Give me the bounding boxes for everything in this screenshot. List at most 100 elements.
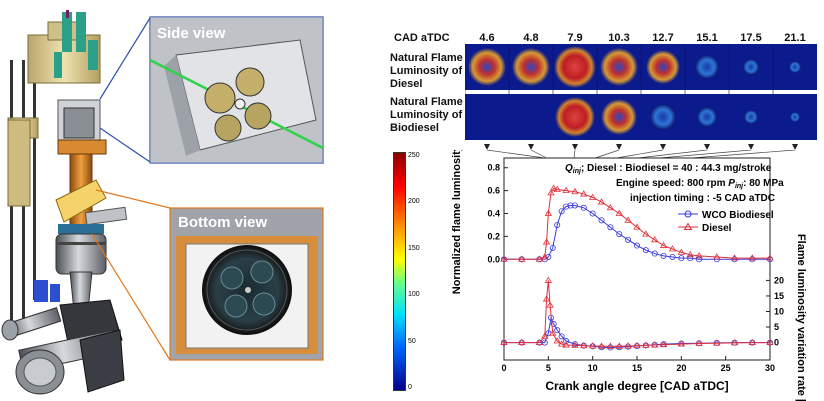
data-point-diesel [597,198,606,205]
frame-arrow [792,144,798,150]
bottom-view-panel [169,207,324,361]
x-tick-label: 5 [546,363,551,373]
frame-arrow [660,144,666,150]
data-point-diesel [557,340,566,347]
data-point-wco [558,208,565,215]
colorbar [393,152,406,391]
frame-arrow [528,144,534,150]
data-point-diesel [686,250,694,258]
cad-value-label: 4.6 [479,32,495,44]
legend: WCO Biodiesel Diesel [678,210,774,234]
leader-line [616,150,664,159]
y-tick-label: 0.0 [487,254,500,264]
data-point-diesel [615,209,623,216]
data-point-diesel [500,338,508,345]
cad-value-label: 15.1 [696,32,718,44]
data-point-diesel [606,342,615,349]
data-point-diesel [659,241,668,248]
leader-line [691,150,796,159]
data-point-diesel [668,245,677,252]
data-point-wco [660,252,667,259]
data-point-diesel [549,329,557,336]
data-point-wco [567,202,574,209]
data-point-diesel [571,187,579,195]
camshaft [1,307,62,341]
bottom-view-connector [91,233,171,361]
y-axis-label-left: Normalized flame luminosity [a.u.] [451,150,463,294]
data-point-wco [678,255,685,262]
data-point-diesel [748,338,756,345]
y-axis-label-right: Flame luminosity variation rate [%] [795,234,807,401]
data-point-wco [563,203,570,210]
row1-label-line: Natural Flame [390,52,463,64]
legend-wco-label: WCO Biodiesel [702,210,774,221]
leader-line [573,150,576,159]
data-point-diesel [633,223,641,230]
data-point-diesel [544,209,553,216]
data-point-diesel [651,236,659,243]
biodiesel-flame-frame [601,99,637,135]
data-point-diesel [659,340,668,348]
biodiesel-flame-frame [650,104,676,130]
diesel-flame-frame [646,50,680,84]
data-point-diesel [518,255,526,262]
data-point-diesel [695,339,703,346]
valve-springs [54,10,98,78]
data-point-diesel [571,341,579,348]
leader-line [659,150,752,159]
data-point-diesel [542,238,551,245]
y-tick-label: 0.4 [487,209,500,219]
legend-diesel-marker [683,222,693,230]
engine-illustration [1,10,324,395]
row1-label-line: Diesel [390,78,423,90]
side-view-connector [99,17,151,100]
data-point-diesel [615,342,623,349]
crankshaft [15,299,125,395]
cad-value-label: 10.3 [608,32,630,44]
row1-label-line: Luminosity of [390,65,463,77]
data-point-wco [598,217,605,224]
data-point-diesel [642,341,650,348]
data-point-diesel [624,216,632,223]
biodiesel-flame-frame [790,112,800,122]
data-point-diesel [730,339,739,346]
data-point-wco [616,231,623,238]
leader-line [486,150,545,159]
diesel-flame-frame [789,61,801,73]
annotation-speed: Engine speed: 800 rpm Pinj: 80 MPa [616,178,784,190]
x-axis-label: Crank angle degree [CAD aTDC] [545,379,728,393]
data-point-diesel [535,255,544,262]
colorbar-tick-label: 250 [408,151,420,159]
optical-window-block [57,99,101,151]
data-point-diesel [651,341,659,348]
diesel-flame-frame [468,48,506,86]
y-tick-label: 20 [774,275,784,285]
data-point-wco [687,255,694,262]
x-axis: 0 5 10 15 20 25 30 [501,356,775,373]
data-point-wco [558,333,565,340]
flame-image-strip [465,44,817,150]
side-view-label: Side view [157,25,226,42]
cad-value-label: 7.9 [567,32,583,44]
biodiesel-strip-background [465,94,817,140]
colorbar-tick-label: 100 [408,291,420,299]
biodiesel-flame-frame [697,107,717,127]
x-tick-label: 10 [588,363,598,373]
data-point-diesel [544,276,553,283]
data-point-diesel [553,185,561,192]
x-tick-label: 15 [632,363,642,373]
piston [55,224,107,275]
cad-value-label: 12.7 [652,32,674,44]
data-point-wco [633,242,640,249]
biodiesel-flame-frame [555,97,595,137]
series-line-diesel [504,187,770,260]
data-point-diesel [562,186,570,194]
data-point-wco [642,247,649,254]
row2-label-line: Luminosity of [390,109,463,121]
x-tick-label: 0 [501,363,506,373]
y-tick-label: 0.6 [487,186,500,196]
data-point-wco [571,341,578,348]
series-line-diesel [504,280,770,347]
y-tick-label: 0.8 [487,163,500,173]
data-point-diesel [541,253,549,260]
